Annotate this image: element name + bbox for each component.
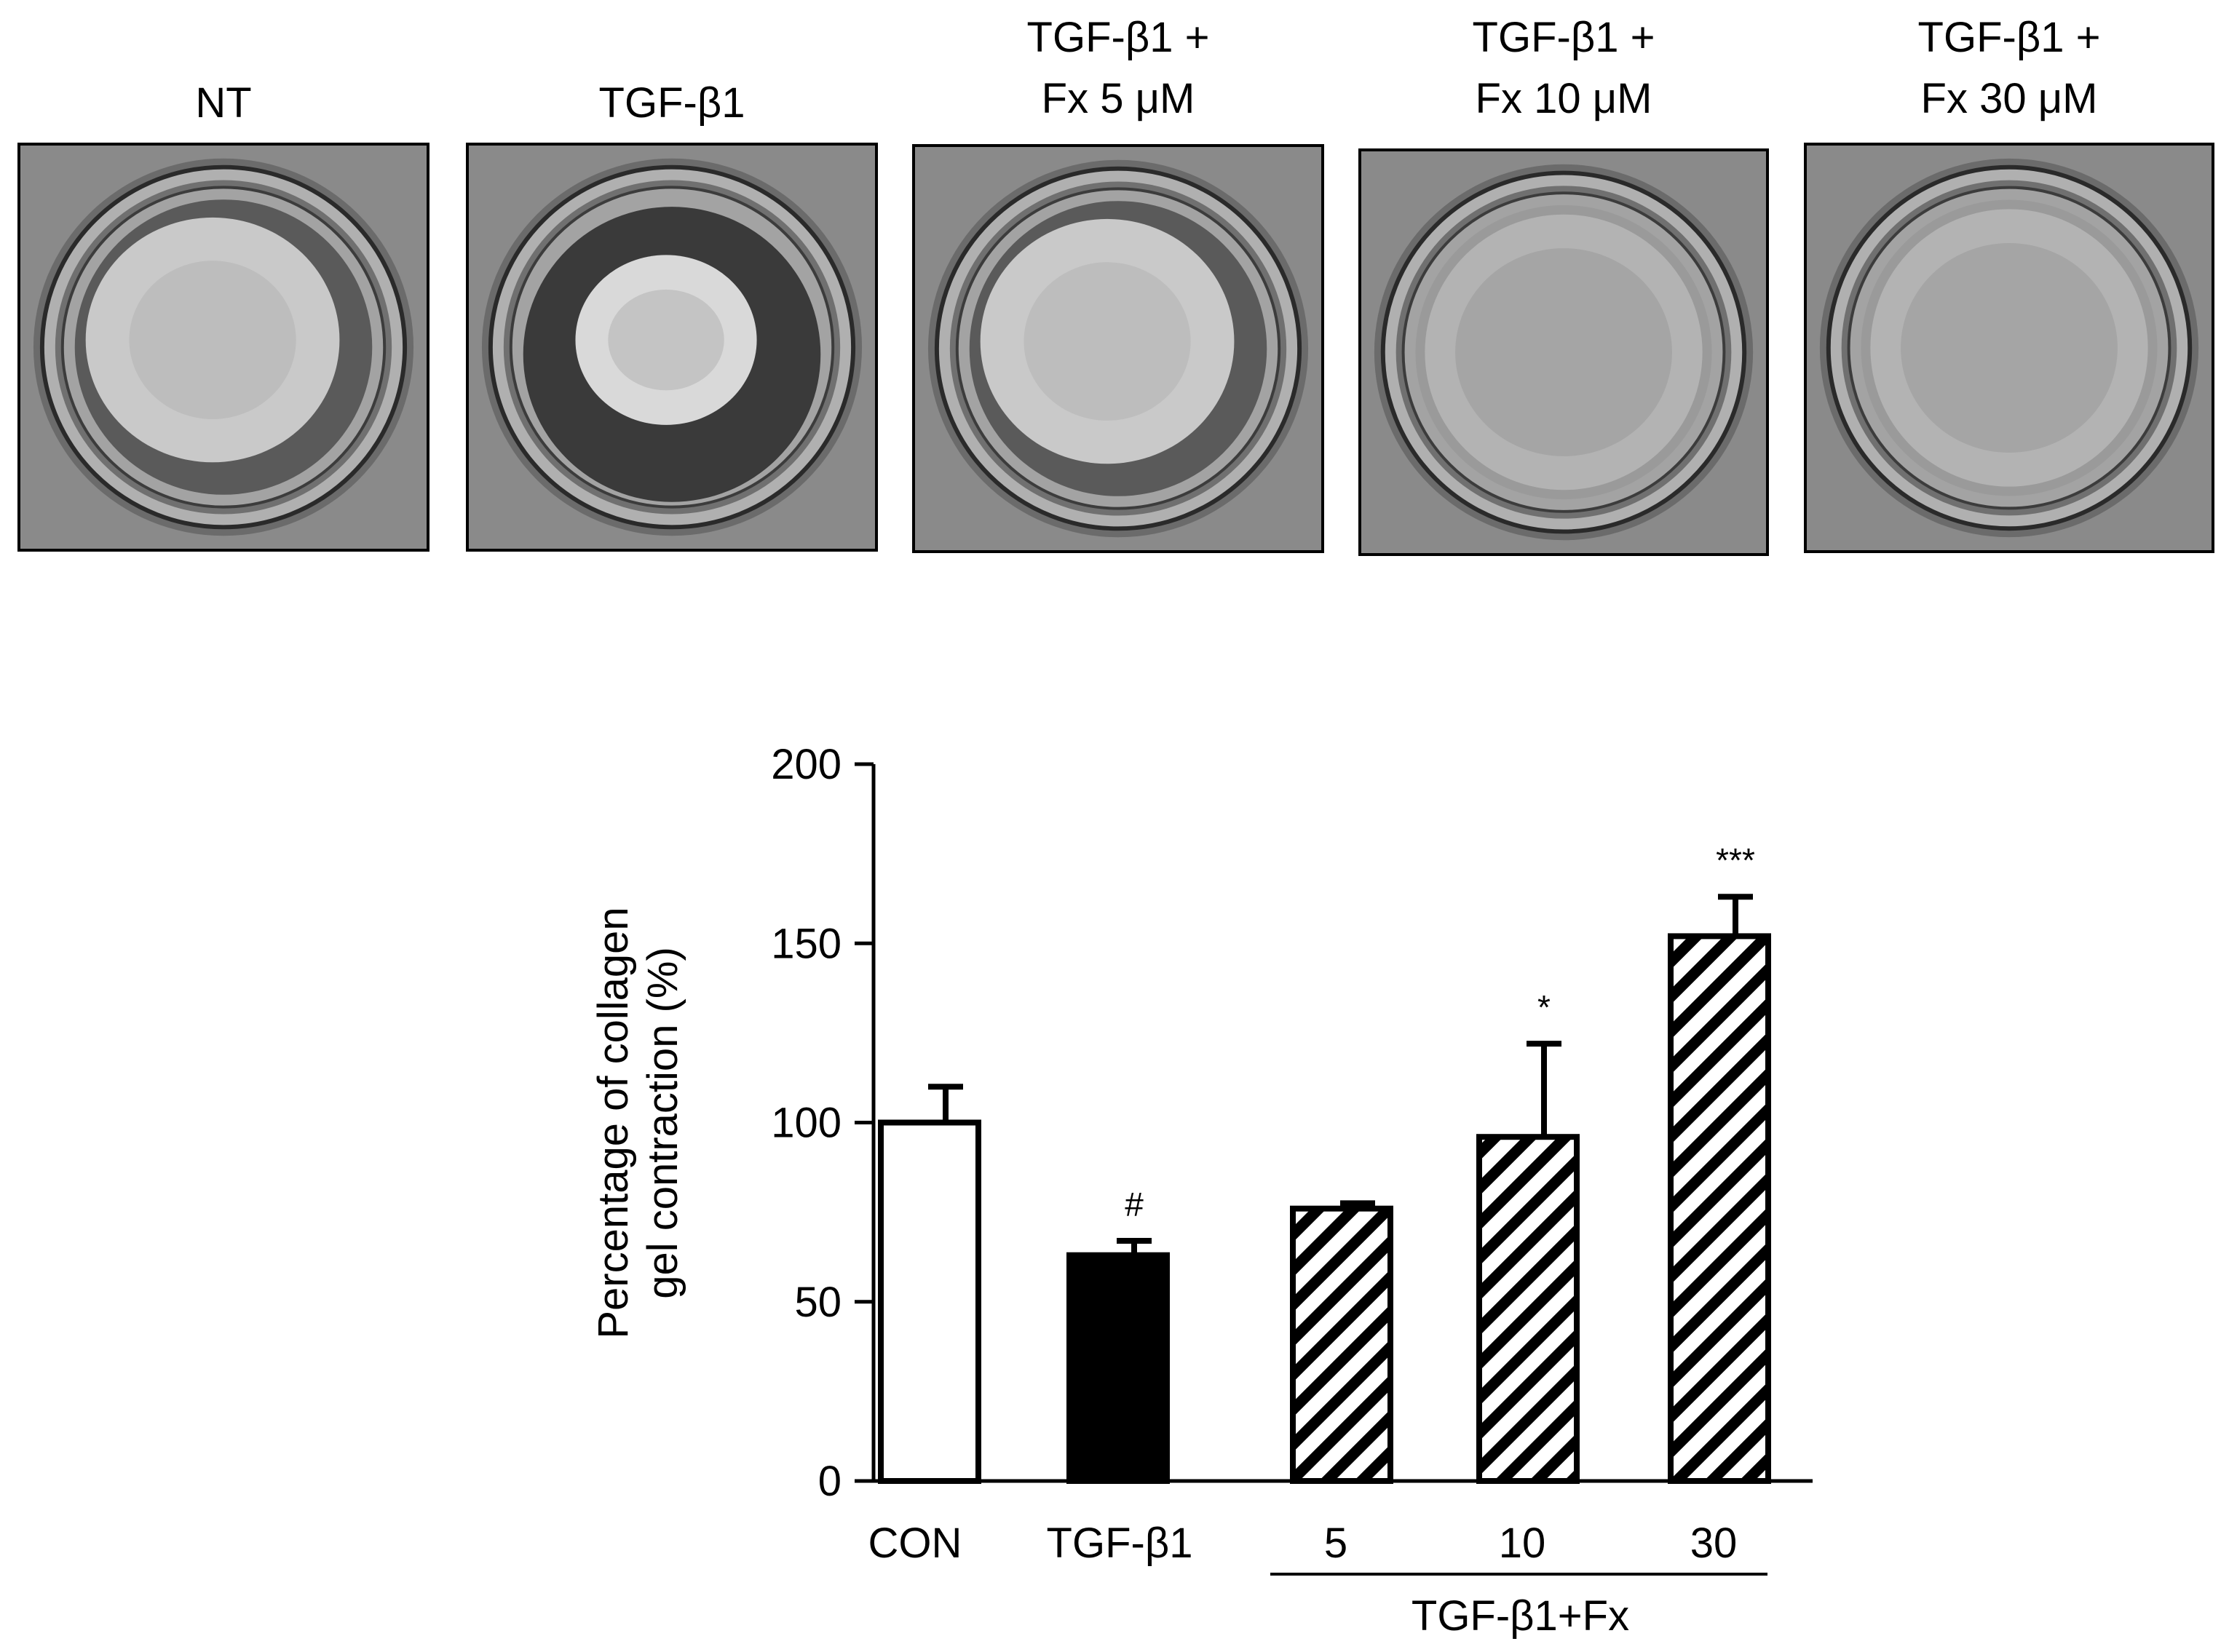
bar bbox=[1668, 933, 1771, 1484]
panel-label: NT bbox=[195, 79, 252, 127]
well-photo bbox=[1804, 143, 2214, 553]
x-tick-label: 10 bbox=[1499, 1520, 1546, 1567]
well-photo bbox=[912, 144, 1324, 553]
significance-mark: *** bbox=[1716, 841, 1755, 879]
x-tick-label: CON bbox=[868, 1520, 962, 1567]
panel-label: TGF-β1 + Fx 5 μM bbox=[1026, 14, 1210, 122]
y-axis-title: Percentage of collagen bbox=[590, 907, 637, 1338]
x-tick-label: 30 bbox=[1690, 1520, 1738, 1567]
significance-mark: * bbox=[1537, 988, 1551, 1026]
x-tick-label: TGF-β1 bbox=[1047, 1520, 1193, 1567]
x-tick-label: 5 bbox=[1324, 1520, 1347, 1567]
y-tick-label: 200 bbox=[771, 741, 842, 788]
panel-label: TGF-β1 bbox=[598, 79, 745, 127]
bar bbox=[1290, 1205, 1393, 1484]
panel-label: TGF-β1 + Fx 30 μM bbox=[1917, 14, 2101, 122]
y-tick-label: 0 bbox=[818, 1458, 842, 1505]
bar bbox=[1476, 1134, 1580, 1484]
significance-mark: # bbox=[1125, 1186, 1144, 1223]
bar bbox=[1066, 1252, 1170, 1484]
panel-label: TGF-β1 + Fx 10 μM bbox=[1472, 14, 1655, 122]
group-label: TGF-β1+Fx bbox=[1412, 1592, 1629, 1640]
bar bbox=[878, 1119, 981, 1484]
y-tick-label: 100 bbox=[771, 1100, 842, 1147]
well-photo bbox=[17, 143, 429, 552]
well-photo bbox=[1358, 148, 1769, 556]
y-tick-label: 50 bbox=[794, 1279, 842, 1326]
y-tick-label: 150 bbox=[771, 920, 842, 967]
well-photo bbox=[466, 143, 878, 552]
y-axis-title: gel contraction (%) bbox=[639, 947, 686, 1299]
